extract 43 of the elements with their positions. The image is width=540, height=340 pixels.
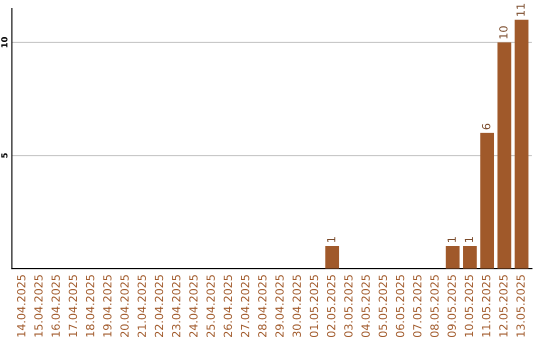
- data-label: 6: [482, 124, 490, 130]
- x-tick-label: 24.04.2025: [189, 275, 198, 337]
- x-tick-label: 21.04.2025: [138, 275, 146, 337]
- x-tick-label: 07.05.2025: [413, 275, 422, 338]
- x-tick-label: 02.05.2025: [326, 275, 336, 338]
- x-tick-label: 17.04.2025: [68, 275, 78, 337]
- bar: [514, 20, 528, 269]
- x-tick-label: 14.04.2025: [17, 275, 26, 337]
- y-tick-label: 5: [1, 153, 8, 158]
- x-tick-label: 16.04.2025: [51, 275, 60, 337]
- x-tick-label: 22.04.2025: [154, 275, 164, 337]
- x-tick-label: 28.04.2025: [258, 275, 267, 337]
- data-label: 1: [327, 237, 336, 242]
- data-label: 11: [516, 4, 525, 16]
- x-tick-label: 05.05.2025: [378, 275, 388, 338]
- data-label: 1: [448, 237, 456, 242]
- x-tick-label: 01.05.2025: [310, 275, 318, 338]
- x-tick-label: 11.05.2025: [482, 275, 490, 337]
- data-label: 1: [464, 237, 473, 242]
- x-tick-label: 30.04.2025: [292, 275, 301, 337]
- x-tick-label: 27.04.2025: [240, 275, 250, 337]
- x-tick-label: 19.04.2025: [103, 275, 112, 337]
- x-tick-label: 15.04.2025: [34, 275, 43, 337]
- x-tick-label: 13.05.2025: [516, 275, 525, 337]
- bar: [446, 246, 460, 269]
- x-tick-label: 03.05.2025: [344, 275, 353, 338]
- x-tick-label: 10.05.2025: [464, 275, 474, 337]
- x-tick-label: 18.04.2025: [86, 275, 94, 337]
- x-tick-label: 06.05.2025: [396, 275, 404, 338]
- x-tick-label: 26.04.2025: [224, 275, 232, 337]
- data-label: 10: [499, 26, 508, 38]
- x-tick-label: 29.04.2025: [275, 275, 284, 337]
- x-tick-label: 20.04.2025: [120, 275, 129, 337]
- x-tick-label: 09.05.2025: [448, 275, 456, 338]
- x-tick-label: 25.04.2025: [206, 275, 215, 337]
- bar: [497, 42, 512, 269]
- bar: [325, 246, 340, 269]
- bar: [480, 132, 494, 269]
- x-tick-label: 04.05.2025: [361, 275, 370, 338]
- x-tick-label: 08.05.2025: [430, 275, 439, 338]
- bar: [463, 246, 477, 269]
- x-tick-label: 23.04.2025: [172, 275, 180, 337]
- x-tick-label: 12.05.2025: [499, 275, 508, 337]
